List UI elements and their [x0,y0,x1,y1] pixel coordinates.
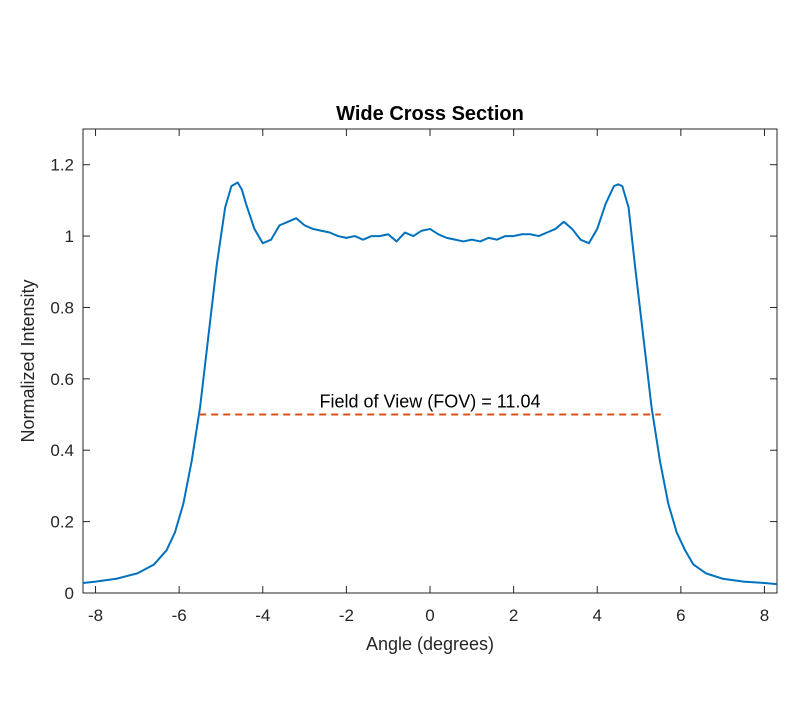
x-tick-label: -6 [172,606,187,625]
y-tick-label: 0.4 [50,441,74,460]
x-tick-label: -2 [339,606,354,625]
axes: -8 -6 -4 -2 0 2 4 6 8 0 0.2 0.4 0.6 0.8 1 1.2 [50,128,778,625]
x-tick-label: 0 [425,606,434,625]
x-tick-label: 8 [760,606,769,625]
x-tick-label: -4 [255,606,270,625]
x-tick-label: 4 [592,606,601,625]
y-tick-label: 0.2 [50,513,74,532]
y-axis-title: Normalized Intensity [18,279,38,442]
x-tick-label: 6 [676,606,685,625]
y-tick-label: 0.6 [50,370,74,389]
y-tick-label: 1 [65,227,74,246]
x-tick-label: -8 [88,606,103,625]
y-tick-label: 0 [65,584,74,603]
y-tick-label: 1.2 [50,156,74,175]
plot-area [82,181,778,586]
intensity-profile-line [82,181,778,586]
y-tick-label: 0.8 [50,298,74,317]
x-axis-title: Angle (degrees) [366,634,494,654]
plot-frame [82,128,778,594]
x-tick-label: 2 [509,606,518,625]
fov-annotation: Field of View (FOV) = 11.04 [320,391,541,411]
chart-title: Wide Cross Section [336,103,524,125]
